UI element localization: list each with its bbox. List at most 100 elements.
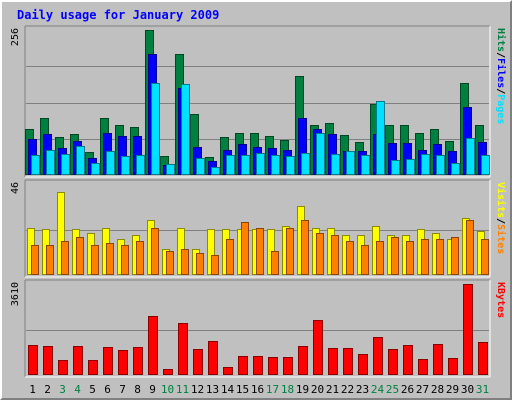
bar-sites-day-28	[436, 239, 444, 275]
bar-kbytes-day-12	[193, 349, 203, 375]
x-tick-label-day-27: 27	[416, 383, 429, 396]
x-tick-label-day-30: 30	[461, 383, 474, 396]
x-tick-label-day-8: 8	[134, 383, 141, 396]
bar-pages-day-11	[181, 84, 190, 175]
x-tick-label-day-3: 3	[59, 383, 66, 396]
chart-panels: 256 Hits/Files/Pages 46 Visits/Sites 3610 KBy…	[10, 25, 507, 378]
bar-pages-day-18	[286, 156, 295, 175]
bar-sites-day-20	[316, 233, 324, 275]
legend-item-hits: Hits	[495, 28, 507, 52]
bar-sites-day-31	[481, 239, 489, 275]
bar-sites-day-27	[421, 239, 429, 275]
bar-pages-day-20	[316, 133, 325, 175]
bar-pages-day-27	[421, 154, 430, 175]
bar-pages-day-2	[46, 150, 55, 175]
bar-kbytes-day-16	[253, 356, 263, 375]
bar-kbytes-day-13	[208, 341, 218, 375]
bar-kbytes-day-30	[463, 284, 473, 375]
bar-sites-day-15	[241, 222, 249, 275]
bar-kbytes-day-22	[343, 348, 353, 375]
legend-item-files: Files	[495, 58, 507, 88]
bar-sites-day-7	[121, 245, 129, 275]
bar-kbytes-day-19	[298, 346, 308, 375]
bar-pages-day-8	[136, 155, 145, 175]
bar-sites-day-14	[226, 239, 234, 275]
bar-pages-day-13	[211, 167, 220, 175]
bar-pages-day-29	[451, 163, 460, 175]
legend-item-kbytes: KBytes	[495, 282, 506, 318]
bar-sites-day-26	[406, 241, 414, 275]
bar-kbytes-day-1	[28, 345, 38, 375]
bar-sites-day-12	[196, 253, 204, 275]
y-max-label: 3610	[10, 282, 21, 306]
bar-pages-day-23	[361, 155, 370, 175]
visits-panel: 46 Visits/Sites	[10, 179, 507, 278]
x-tick-label-day-19: 19	[296, 383, 309, 396]
bar-kbytes-day-6	[103, 347, 113, 375]
bar-pages-day-10	[166, 164, 175, 175]
hits-panel: 256 Hits/Files/Pages	[10, 25, 507, 178]
bar-kbytes-day-28	[433, 344, 443, 375]
x-tick-label-day-29: 29	[446, 383, 459, 396]
x-tick-label-day-20: 20	[311, 383, 324, 396]
x-tick-label-day-24: 24	[371, 383, 385, 396]
bar-sites-day-24	[376, 241, 384, 275]
x-tick-label-day-17: 17	[266, 383, 279, 396]
bar-sites-day-29	[451, 237, 459, 275]
x-tick-label-day-26: 26	[401, 383, 414, 396]
bar-kbytes-day-20	[313, 320, 323, 375]
bar-pages-day-15	[241, 155, 250, 175]
bar-kbytes-day-18	[283, 357, 293, 375]
bar-kbytes-day-11	[178, 323, 188, 375]
bar-sites-day-13	[211, 255, 219, 275]
x-tick-label-day-21: 21	[326, 383, 339, 396]
legend: Visits/Sites	[495, 182, 507, 254]
bar-pages-day-9	[151, 83, 160, 175]
bar-pages-day-24	[376, 101, 385, 175]
bar-kbytes-day-2	[43, 346, 53, 375]
bar-kbytes-day-5	[88, 360, 98, 375]
x-tick-label-day-25: 25	[386, 383, 399, 396]
x-tick-label-day-23: 23	[356, 383, 369, 396]
y-max-label: 256	[10, 28, 21, 46]
legend: Hits/Files/Pages	[495, 28, 507, 124]
bar-pages-day-28	[436, 155, 445, 175]
bar-pages-day-12	[196, 158, 205, 175]
bar-pages-day-3	[61, 154, 70, 175]
x-tick-label-day-1: 1	[29, 383, 36, 396]
bar-kbytes-day-10	[163, 369, 173, 375]
chart-title: Daily usage for January 2009	[17, 8, 219, 22]
bar-pages-day-6	[106, 151, 115, 175]
x-tick-label-day-11: 11	[176, 383, 189, 396]
bar-pages-day-19	[301, 153, 310, 175]
bar-kbytes-day-31	[478, 342, 488, 375]
bar-sites-day-22	[346, 241, 354, 275]
legend-separator: /	[495, 52, 506, 58]
x-tick-label-day-13: 13	[206, 383, 219, 396]
bar-sites-day-1	[31, 245, 39, 275]
bar-sites-day-2	[46, 245, 54, 275]
bar-sites-day-21	[331, 235, 339, 275]
bar-kbytes-day-8	[133, 347, 143, 375]
y-max-label: 46	[10, 182, 21, 194]
bar-kbytes-day-15	[238, 356, 248, 375]
bar-pages-day-22	[346, 151, 355, 175]
legend-item-visits: Visits	[495, 182, 507, 218]
legend-separator: /	[495, 218, 506, 224]
x-tick-label-day-9: 9	[149, 383, 156, 396]
bar-sites-day-25	[391, 237, 399, 275]
bar-pages-day-31	[481, 155, 490, 175]
bar-sites-day-3	[61, 241, 69, 275]
x-tick-label-day-10: 10	[161, 383, 174, 396]
legend-separator: /	[495, 88, 506, 94]
bar-kbytes-day-24	[373, 337, 383, 375]
bar-kbytes-day-3	[58, 360, 68, 375]
bar-kbytes-day-14	[223, 367, 233, 375]
x-tick-label-day-28: 28	[431, 383, 444, 396]
bar-pages-day-26	[406, 159, 415, 175]
x-tick-label-day-2: 2	[44, 383, 51, 396]
bar-sites-day-16	[256, 228, 264, 275]
x-axis-labels: 1 2 3 4 5 6 7 8 9 10 11 12 13 14 15 16 17 18 19 20 21 22 23 24 2…	[29, 383, 489, 396]
x-tick-label-day-7: 7	[119, 383, 126, 396]
